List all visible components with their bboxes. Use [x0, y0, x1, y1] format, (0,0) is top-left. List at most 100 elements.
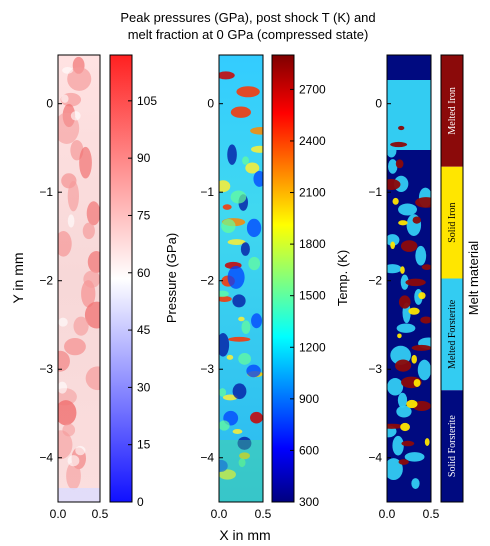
pressure-peak — [85, 366, 100, 391]
temperature-mid-spot — [238, 458, 246, 468]
x-tick-label: 0.0 — [379, 507, 396, 521]
temperature-hot-spot — [219, 180, 231, 193]
solid-iron-blob — [413, 379, 421, 387]
pressure-colorbar-label: Pressure (GPa) — [164, 233, 179, 323]
melted-iron-blob — [395, 159, 404, 169]
x-tick-label: 0.5 — [255, 507, 272, 521]
x-axis-label: X in mm — [219, 527, 270, 543]
y-tick-label: −3 — [200, 362, 214, 376]
temperature-colorbar-ticks: 300 600 900 1200 1500 1800 2100 2400 2700 — [290, 82, 326, 509]
temperature-mid-spot — [230, 190, 247, 204]
pressure-colorbar-gradient — [109, 54, 133, 503]
pressure-trough — [61, 94, 69, 103]
chart-title-line-2: melt fraction at 0 GPa (compressed state… — [128, 27, 369, 42]
temperature-hot-spot — [222, 204, 232, 210]
y-tick-label: 0 — [375, 97, 382, 111]
solid-iron-blob — [390, 241, 396, 250]
colorbar-tick-label: 900 — [299, 392, 319, 406]
y-tick-label: −2 — [200, 274, 214, 288]
pressure-peak — [86, 201, 100, 226]
temperature-cold-spot — [219, 459, 228, 472]
solid-iron-blob — [411, 354, 417, 364]
temperature-mid-spot — [219, 388, 227, 397]
temperature-mid-spot — [219, 420, 230, 431]
colorbar-tick-label: 90 — [137, 151, 151, 165]
y-tick-label: −1 — [368, 185, 382, 199]
pressure-peak — [87, 250, 100, 273]
temperature-cold-spot — [232, 294, 246, 308]
melt-colorbar-frame — [440, 54, 464, 503]
temperature-mid-spot — [248, 256, 261, 271]
pressure-peak — [58, 112, 80, 144]
y-tick-label: 0 — [46, 97, 53, 111]
pressure-peak — [73, 316, 89, 336]
temperature-cold-spot — [227, 144, 237, 165]
pressure-peak — [64, 337, 86, 356]
temperature-colorbar: 300 600 900 1200 1500 1800 2100 2400 2700 Temp. … — [271, 54, 350, 509]
melted-iron-blob — [405, 278, 426, 287]
melted-forsterite-blob — [396, 323, 416, 333]
melted-forsterite-blob — [387, 144, 397, 158]
temperature-hot-spot — [219, 469, 236, 480]
melt-category-label: Melted Iron — [447, 87, 458, 135]
melt-plot-frame — [386, 54, 432, 503]
temperature-colorbar-gradient — [271, 54, 295, 503]
pressure-peak — [66, 461, 81, 490]
pressure-colorbar-ticks: 0 15 30 45 60 75 90 105 — [128, 94, 157, 509]
melted-forsterite-blob — [387, 264, 402, 274]
y-tick-label: −4 — [368, 451, 382, 465]
pressure-colorbar: 0 15 30 45 60 75 90 105 Pressure (GPa) — [109, 54, 179, 509]
temperature-cold-spot — [240, 242, 250, 256]
colorbar-tick-label: 60 — [137, 266, 151, 280]
pressure-peak — [58, 350, 70, 372]
melted-iron-blob — [398, 125, 405, 131]
temperature-plot-frame — [218, 54, 264, 503]
solid-iron-blob — [392, 197, 399, 205]
pressure-trough — [67, 455, 80, 467]
melt-colorbar: Melted Iron Solid Iron Melted Forsterite So… — [440, 54, 464, 503]
pressure-axis-ticks: 0 −1 −2 −3 −4 0.0 0.5 — [39, 97, 108, 521]
melt-category-swatch — [441, 390, 463, 502]
melted-forsterite-blob — [387, 378, 404, 396]
y-tick-label: −3 — [368, 362, 382, 376]
temperature-hot-spot — [250, 127, 263, 135]
pressure-peak — [81, 280, 96, 308]
solid-iron-blob — [400, 422, 410, 432]
temperature-hot-spot — [239, 452, 251, 460]
y-tick-label: −4 — [200, 451, 214, 465]
temperature-axis-ticks: 0 −1 −2 −3 −4 0.0 0.5 — [200, 97, 271, 521]
melt-colorbar-label: Melt material — [466, 241, 481, 316]
melted-iron-blob — [390, 141, 408, 148]
melted-iron-blob — [412, 216, 421, 224]
melted-forsterite-blob — [417, 359, 431, 381]
solid-iron-blob — [408, 307, 420, 315]
temperature-hot-spot — [251, 145, 263, 153]
pressure-trough — [75, 445, 86, 456]
melted-iron-blob — [387, 179, 401, 190]
solid-iron-blob — [398, 220, 408, 226]
colorbar-tick-label: 2100 — [299, 186, 326, 200]
melted-forsterite-blob — [387, 458, 403, 481]
pressure-trough — [58, 317, 68, 327]
colorbar-tick-label: 0 — [137, 495, 144, 509]
melted-forsterite-blob — [400, 274, 409, 290]
pressure-peaks-layer — [58, 56, 100, 490]
colorbar-tick-label: 300 — [299, 495, 319, 509]
melted-forsterite-blob — [397, 392, 408, 408]
colorbar-tick-label: 600 — [299, 443, 319, 457]
y-axis-label: Y in mm — [10, 252, 26, 303]
pressure-peak — [67, 180, 80, 212]
pressure-trough — [62, 67, 74, 74]
melted-forsterite-blob — [404, 452, 425, 462]
pressure-peak — [58, 430, 73, 460]
temperature-cold-spot — [227, 265, 245, 289]
temperature-hot-spot — [245, 162, 260, 174]
temperature-hot-spot — [230, 106, 251, 118]
melted-iron-blob — [421, 264, 431, 271]
pressure-panel: 0 −1 −2 −3 −4 0.0 0.5 — [39, 54, 109, 521]
x-tick-label: 0.5 — [92, 507, 109, 521]
melted-forsterite-blob — [411, 478, 420, 490]
colorbar-tick-label: 1800 — [299, 237, 326, 251]
melt-structures-layer — [387, 80, 431, 490]
temperature-hot-spot — [226, 354, 234, 360]
